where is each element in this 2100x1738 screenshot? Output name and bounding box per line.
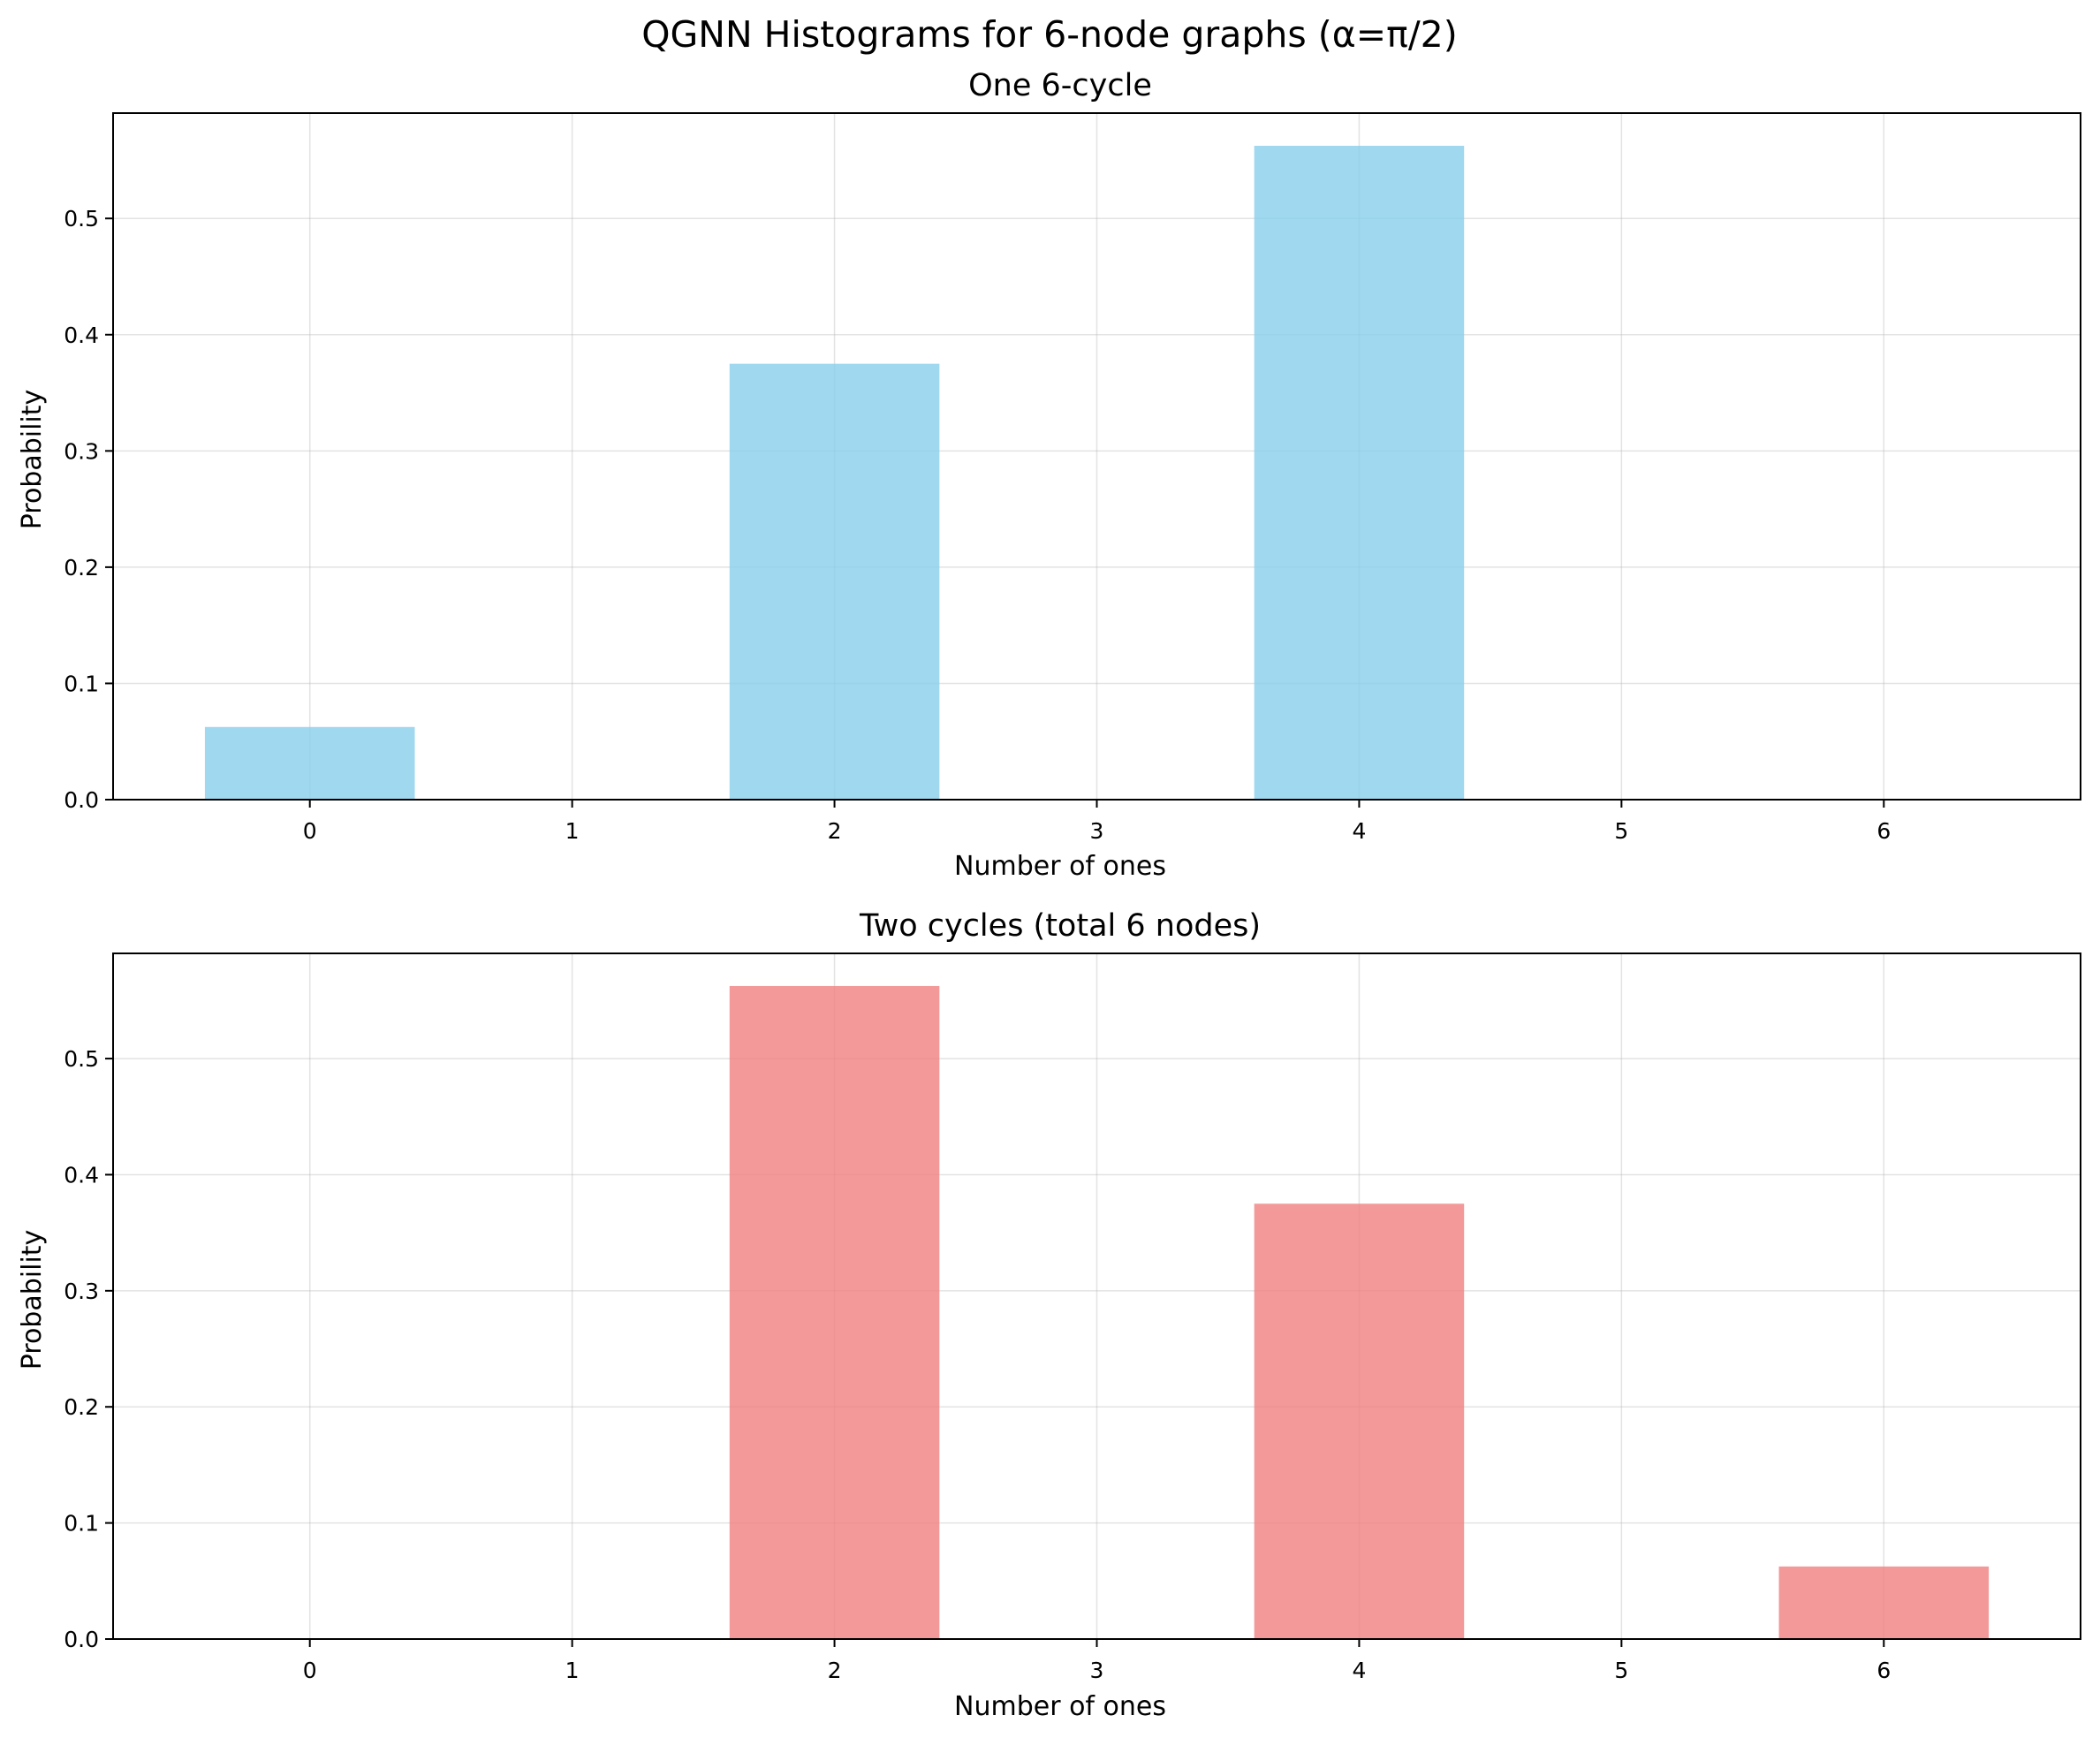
- chart-bottom-xtick-label: 3: [1090, 1658, 1104, 1683]
- chart-top-ytick-label: 0.3: [64, 438, 99, 464]
- chart-bottom-xlabel: Number of ones: [954, 1691, 1166, 1722]
- chart-top: One 6-cycle Number of ones Probability 0…: [17, 68, 2081, 882]
- chart-bottom-xtick-label: 1: [565, 1658, 580, 1683]
- figure-suptitle: QGNN Histograms for 6-node graphs (α=π/2…: [641, 13, 1458, 56]
- chart-top-ytick-label: 0.2: [64, 555, 99, 581]
- chart-bottom-ytick-label: 0.0: [64, 1627, 99, 1652]
- chart-bottom-xtick-label: 2: [828, 1658, 842, 1683]
- chart-top-ytick-label: 0.4: [64, 323, 99, 348]
- chart-top-ylabel: Probability: [17, 390, 48, 530]
- chart-top-bar-2: [729, 363, 940, 800]
- chart-top-xtick-label: 3: [1090, 818, 1104, 844]
- chart-top-grid: [113, 113, 2081, 801]
- chart-bottom-bar-6: [1778, 1566, 1990, 1639]
- chart-top-ytick-label: 0.5: [64, 206, 99, 231]
- chart-bottom-grid: [113, 953, 2081, 1640]
- chart-bottom-xtick-label: 4: [1352, 1658, 1366, 1683]
- chart-bottom-bar-4: [1254, 1203, 1465, 1639]
- chart-bottom: Two cycles (total 6 nodes) Number of one…: [17, 908, 2081, 1722]
- chart-top-xtick-label: 6: [1876, 818, 1891, 844]
- chart-bottom-ytick-label: 0.1: [64, 1511, 99, 1537]
- chart-bottom-ytick-label: 0.2: [64, 1394, 99, 1420]
- chart-top-ytick-label: 0.0: [64, 787, 99, 813]
- chart-bottom-xtick-label: 5: [1614, 1658, 1628, 1683]
- chart-top-ytick-label: 0.1: [64, 671, 99, 696]
- chart-top-xtick-label: 5: [1614, 818, 1628, 844]
- chart-top-xtick-label: 0: [303, 818, 317, 844]
- chart-bottom-xtick-label: 0: [303, 1658, 317, 1683]
- chart-bottom-ylabel: Probability: [17, 1230, 48, 1370]
- chart-top-xlabel: Number of ones: [954, 851, 1166, 882]
- chart-bottom-bar-2: [729, 985, 940, 1639]
- chart-bottom-title: Two cycles (total 6 nodes): [859, 908, 1261, 944]
- chart-top-xtick-label: 4: [1352, 818, 1366, 844]
- chart-bottom-xtick-label: 6: [1876, 1658, 1891, 1683]
- chart-top-xtick-label: 1: [565, 818, 580, 844]
- chart-bottom-ytick-label: 0.3: [64, 1279, 99, 1304]
- chart-top-bar-0: [204, 726, 415, 800]
- chart-bottom-ytick-label: 0.5: [64, 1046, 99, 1072]
- chart-bottom-ytick-label: 0.4: [64, 1162, 99, 1188]
- chart-top-title: One 6-cycle: [968, 68, 1152, 103]
- chart-top-bar-4: [1254, 146, 1465, 800]
- chart-top-xtick-label: 2: [828, 818, 842, 844]
